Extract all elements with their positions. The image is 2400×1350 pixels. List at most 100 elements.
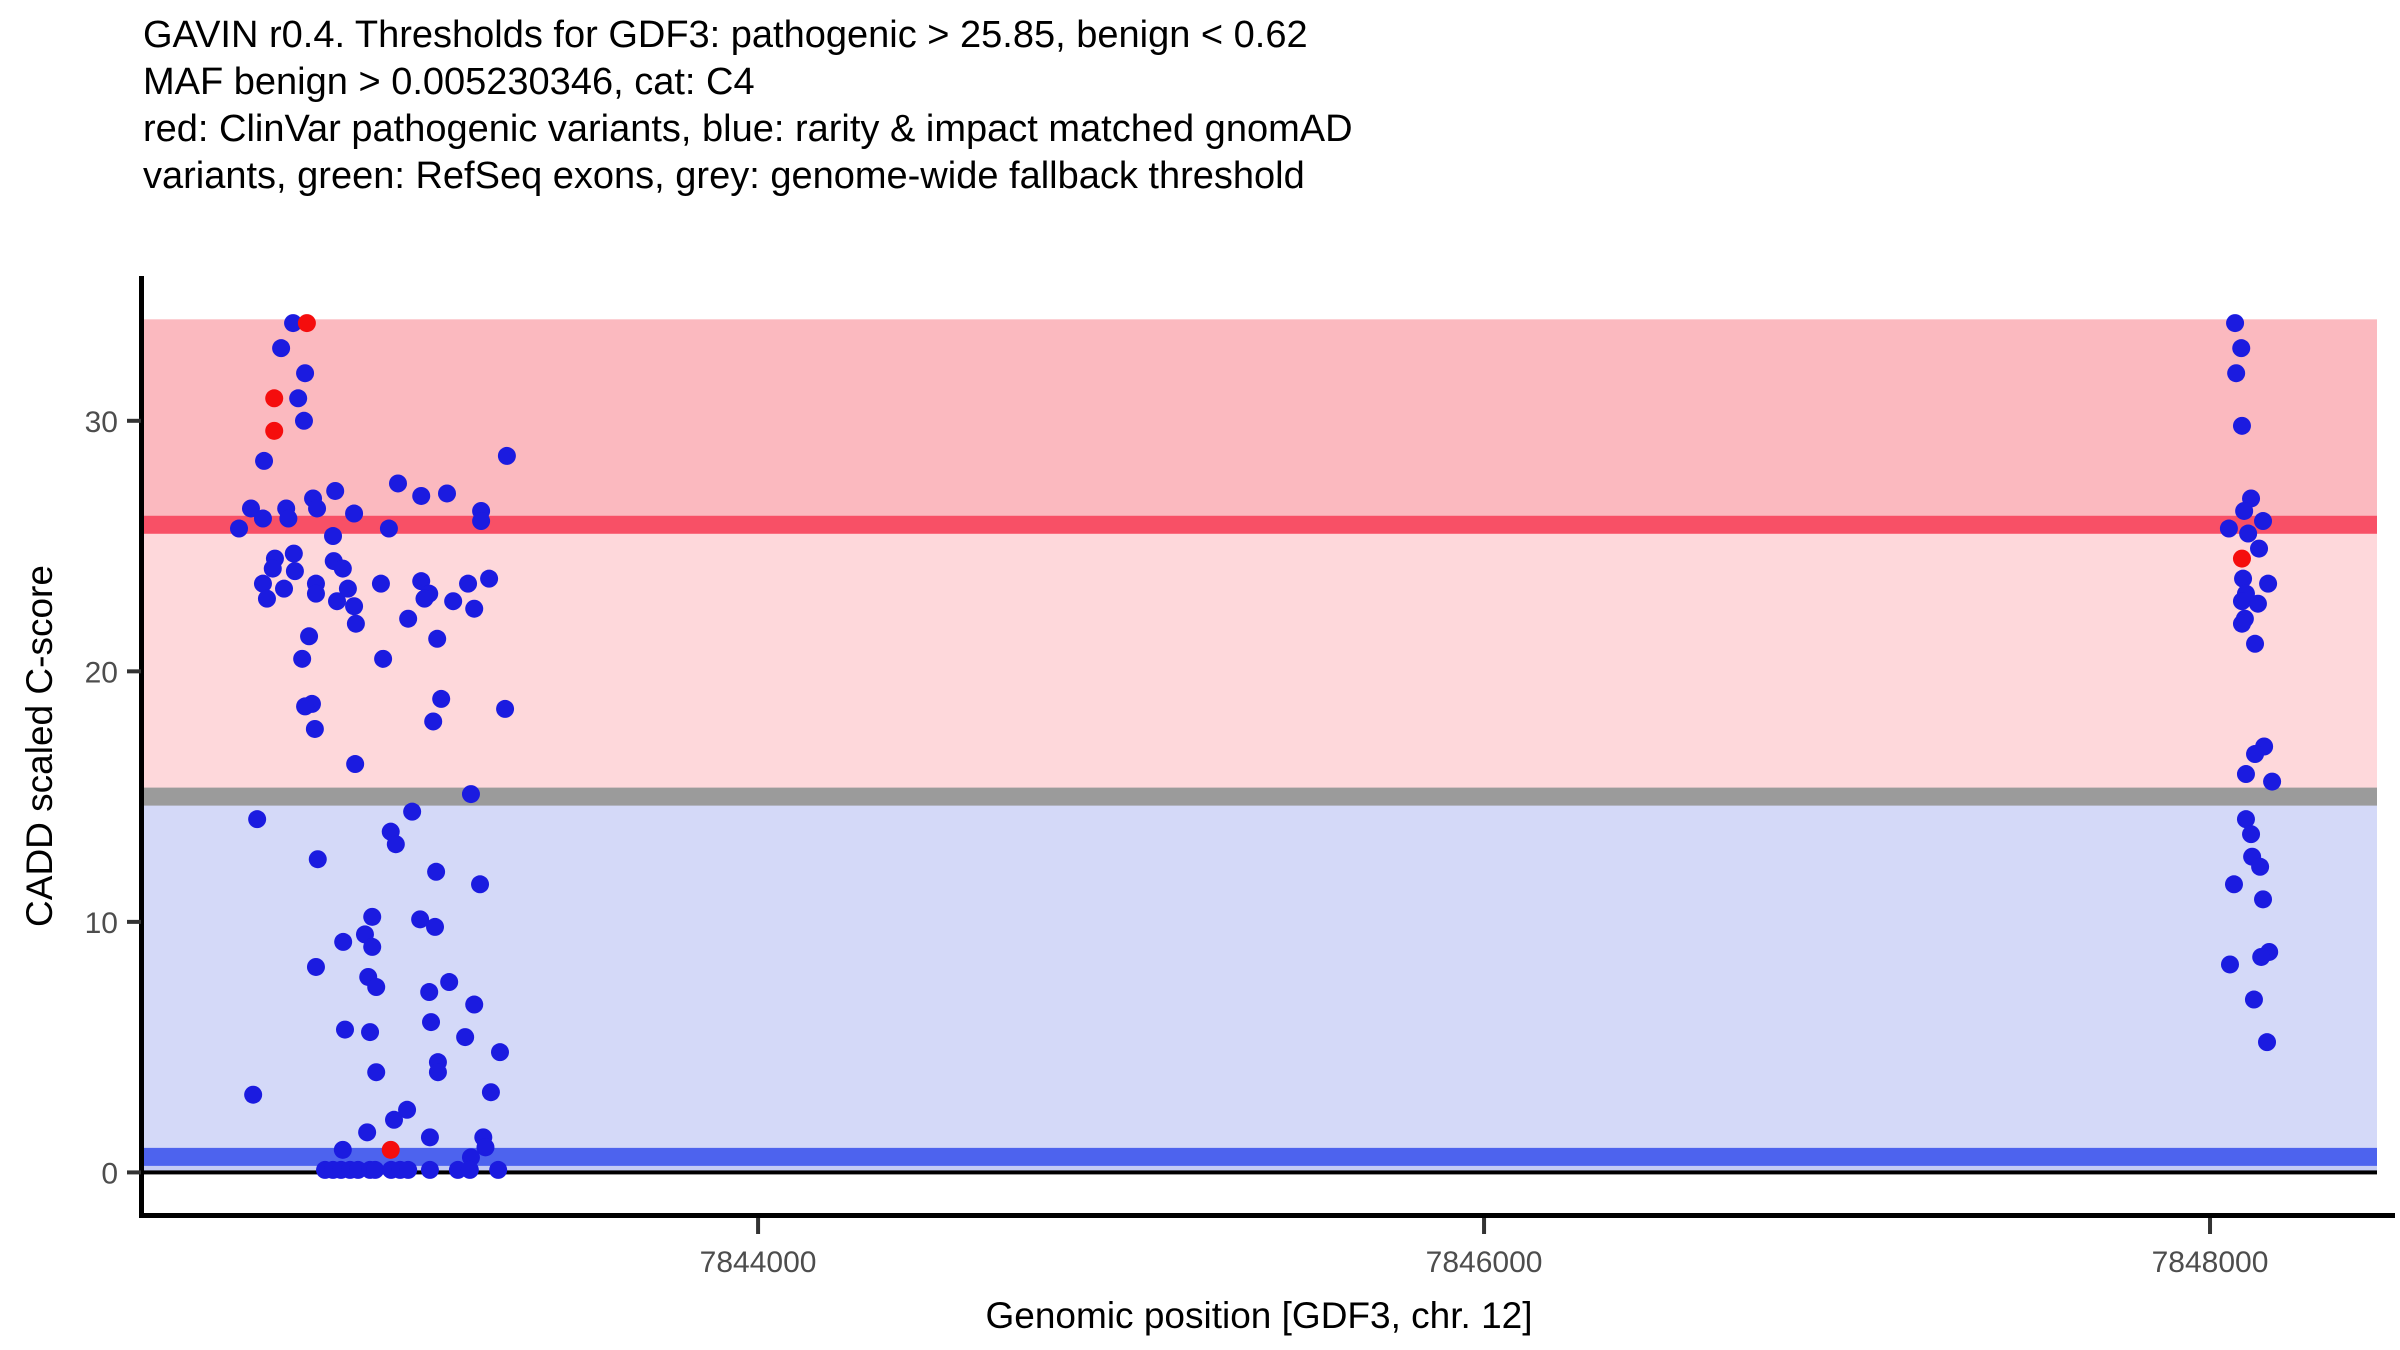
- data-point-gnomad: [444, 592, 463, 611]
- data-point-gnomad: [333, 559, 352, 578]
- data-point-clinvar: [265, 389, 284, 408]
- x-tick-label: 7846000: [1426, 1246, 1543, 1279]
- data-point-gnomad: [2259, 574, 2278, 593]
- x-axis-title: Genomic position [GDF3, chr. 12]: [985, 1295, 1533, 1336]
- data-point-gnomad: [366, 1160, 385, 1179]
- data-point-gnomad: [305, 719, 324, 738]
- data-point-gnomad: [480, 569, 499, 588]
- data-point-gnomad: [412, 486, 431, 505]
- data-point-gnomad: [420, 1128, 439, 1147]
- title-line-3: red: ClinVar pathogenic variants, blue: …: [143, 108, 1353, 150]
- data-point-gnomad: [424, 712, 443, 731]
- data-point-gnomad: [230, 519, 249, 538]
- data-point-gnomad: [2232, 614, 2251, 633]
- data-point-gnomad: [289, 389, 308, 408]
- data-point-gnomad: [346, 755, 365, 774]
- data-point-gnomad: [459, 574, 478, 593]
- data-point-gnomad: [388, 474, 407, 493]
- data-point-gnomad: [437, 484, 456, 503]
- data-point-gnomad: [335, 1020, 354, 1039]
- data-point-gnomad: [361, 1023, 380, 1042]
- data-point-gnomad: [248, 810, 267, 829]
- data-point-gnomad: [275, 579, 294, 598]
- data-point-gnomad: [338, 579, 357, 598]
- data-point-gnomad: [379, 519, 398, 538]
- data-point-gnomad: [411, 910, 430, 929]
- data-point-gnomad: [465, 599, 484, 618]
- data-point-gnomad: [456, 1028, 475, 1047]
- benign-region: [143, 796, 2377, 1173]
- data-point-gnomad: [255, 451, 274, 470]
- data-point-gnomad: [2254, 890, 2273, 909]
- data-point-gnomad: [308, 499, 327, 518]
- data-point-gnomad: [367, 978, 386, 997]
- data-point-gnomad: [334, 932, 353, 951]
- y-tick-label: 0: [101, 1157, 118, 1190]
- data-point-gnomad: [272, 339, 291, 358]
- data-point-gnomad: [257, 589, 276, 608]
- data-point-gnomad: [2254, 512, 2273, 531]
- data-point-gnomad: [497, 446, 516, 465]
- data-point-gnomad: [2224, 875, 2243, 894]
- data-point-gnomad: [2244, 990, 2263, 1009]
- data-point-gnomad: [2232, 416, 2251, 435]
- data-point-gnomad: [293, 649, 312, 668]
- x-tick-mark: [2208, 1218, 2213, 1234]
- data-point-gnomad: [2226, 314, 2245, 333]
- data-point-gnomad: [2227, 364, 2246, 383]
- data-point-gnomad: [386, 835, 405, 854]
- data-point-gnomad: [371, 574, 390, 593]
- data-point-gnomad: [420, 983, 439, 1002]
- data-point-gnomad: [2236, 765, 2255, 784]
- data-point-clinvar: [2232, 549, 2251, 568]
- data-point-gnomad: [284, 544, 303, 563]
- data-point-clinvar: [265, 421, 284, 440]
- data-point-gnomad: [420, 1160, 439, 1179]
- data-point-gnomad: [2252, 947, 2271, 966]
- y-tick-mark: [127, 919, 141, 924]
- data-point-gnomad: [244, 1085, 263, 1104]
- data-point-gnomad: [2219, 519, 2238, 538]
- data-point-gnomad: [398, 1100, 417, 1119]
- data-point-gnomad: [241, 499, 260, 518]
- data-point-gnomad: [308, 850, 327, 869]
- data-point-gnomad: [363, 907, 382, 926]
- data-point-gnomad: [333, 1140, 352, 1159]
- data-point-gnomad: [2236, 810, 2255, 829]
- data-point-gnomad: [490, 1043, 509, 1062]
- data-point-gnomad: [399, 1160, 418, 1179]
- data-point-gnomad: [489, 1160, 508, 1179]
- data-point-gnomad: [253, 509, 272, 528]
- data-point-gnomad: [428, 629, 447, 648]
- benign-threshold-line: [143, 1147, 2377, 1166]
- data-point-gnomad: [363, 937, 382, 956]
- x-axis-line: [139, 1213, 2395, 1218]
- data-point-gnomad: [253, 574, 272, 593]
- y-tick-label: 10: [85, 907, 118, 940]
- data-point-clinvar: [297, 314, 316, 333]
- data-point-gnomad: [2232, 592, 2251, 611]
- data-point-gnomad: [460, 1160, 479, 1179]
- data-point-gnomad: [2246, 745, 2265, 764]
- data-point-gnomad: [2234, 569, 2253, 588]
- title-line-4: variants, green: RefSeq exons, grey: gen…: [143, 155, 1305, 197]
- data-point-gnomad: [385, 1110, 404, 1129]
- data-point-gnomad: [2258, 1033, 2277, 1052]
- x-tick-label: 7844000: [700, 1246, 817, 1279]
- data-point-gnomad: [279, 509, 298, 528]
- data-point-gnomad: [345, 504, 364, 523]
- data-point-gnomad: [294, 411, 313, 430]
- data-point-gnomad: [2248, 594, 2267, 613]
- data-point-gnomad: [399, 609, 418, 628]
- data-point-gnomad: [2250, 539, 2269, 558]
- data-point-gnomad: [328, 592, 347, 611]
- data-point-gnomad: [296, 364, 315, 383]
- data-point-gnomad: [374, 649, 393, 668]
- data-point-gnomad: [284, 314, 303, 333]
- data-point-gnomad: [346, 614, 365, 633]
- data-point-clinvar: [381, 1140, 400, 1159]
- data-point-gnomad: [296, 697, 315, 716]
- data-point-gnomad: [2263, 772, 2282, 791]
- data-point-gnomad: [415, 589, 434, 608]
